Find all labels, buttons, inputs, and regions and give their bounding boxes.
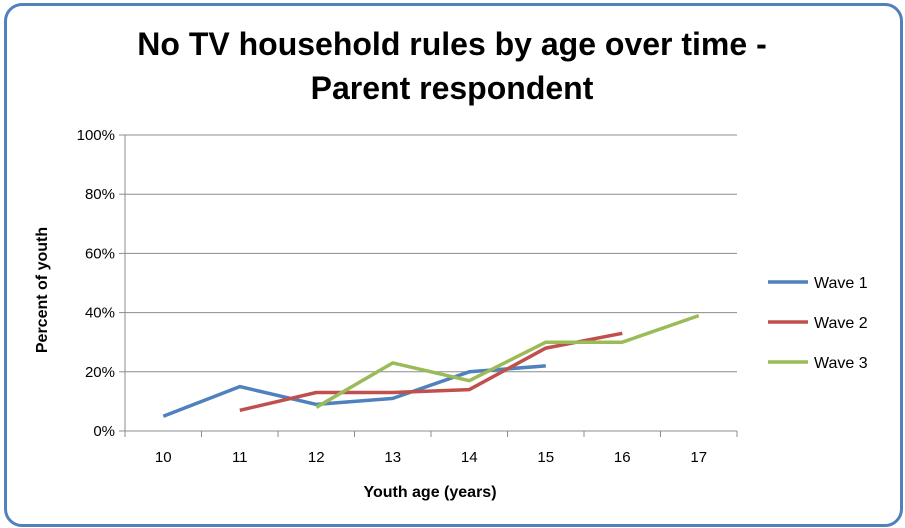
x-tick-label: 14 [461, 449, 478, 466]
legend-label-wave-1: Wave 1 [814, 275, 868, 292]
series-line-wave-1 [162, 364, 546, 418]
y-axis-title: Percent of youth [34, 227, 51, 353]
y-tick-label: 0% [93, 423, 115, 440]
x-tick-label: 11 [232, 449, 248, 466]
x-tick-label: 15 [537, 449, 554, 466]
x-tick-label: 16 [614, 449, 631, 466]
legend: Wave 1 Wave 2 Wave 3 [768, 275, 868, 372]
axes [119, 134, 738, 437]
series-line-wave-2 [239, 331, 623, 413]
series-line-wave-3 [315, 313, 700, 409]
legend-label-wave-2: Wave 2 [814, 315, 868, 332]
x-tick-label: 10 [155, 449, 172, 466]
x-tick-labels: 10 11 12 13 14 15 16 17 [155, 449, 707, 466]
y-tick-label: 60% [85, 245, 115, 262]
series-lines [162, 313, 700, 418]
x-tick-label: 13 [384, 449, 401, 466]
chart-title-line-2: Parent respondent [311, 70, 594, 106]
y-tick-labels: 0% 20% 40% 60% 80% 100% [77, 127, 115, 440]
y-tick-label: 20% [85, 364, 115, 381]
chart-title-line-1: No TV household rules by age over time - [137, 26, 766, 62]
x-tick-label: 17 [690, 449, 707, 466]
chart-frame [4, 3, 903, 527]
y-tick-label: 80% [85, 186, 115, 203]
legend-label-wave-3: Wave 3 [814, 355, 868, 372]
y-tick-label: 40% [85, 305, 115, 322]
x-tick-label: 12 [308, 449, 325, 466]
y-tick-label: 100% [77, 127, 115, 144]
x-axis-title: Youth age (years) [363, 484, 496, 501]
